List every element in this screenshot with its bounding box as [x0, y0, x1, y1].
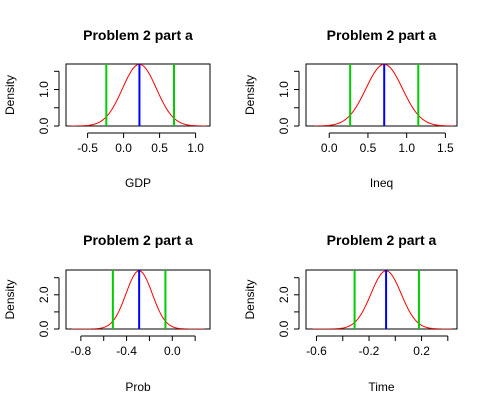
- y-axis-title: Density: [3, 75, 17, 115]
- panel-1: Problem 2 part a -0.5 0.0 0.5 1.0 0.0 1.0 GDP De…: [3, 27, 211, 190]
- x-axis-title: Ineq: [370, 176, 393, 190]
- density-curve: [69, 64, 207, 126]
- panel-title: Problem 2 part a: [83, 232, 193, 248]
- y-axis-title: Density: [243, 75, 257, 115]
- x-tick-label: -0.4: [116, 344, 137, 358]
- plot-region: [315, 64, 454, 126]
- x-axis-title: GDP: [125, 176, 151, 190]
- y-tick-label: 2.0: [37, 286, 51, 303]
- x-tick-label: -0.2: [359, 344, 380, 358]
- x-axis-title: Prob: [125, 380, 151, 394]
- x-tick-label: 0.0: [115, 141, 132, 155]
- panel-3: Problem 2 part a -0.8 -0.4 0.0 0.0 2.0 Prob Den…: [3, 232, 211, 394]
- plot-region: [312, 270, 452, 329]
- x-tick-label: 1.0: [398, 141, 415, 155]
- x-tick-label: 1.5: [437, 141, 454, 155]
- plot-frame: [65, 269, 211, 330]
- panel-title: Problem 2 part a: [327, 232, 437, 248]
- y-tick-label: 1.0: [277, 81, 291, 98]
- x-tick-label: 0.0: [164, 344, 181, 358]
- density-curve: [71, 270, 205, 329]
- y-axis-title: Density: [243, 279, 257, 319]
- plot-region: [69, 64, 207, 126]
- panel-title: Problem 2 part a: [83, 27, 193, 43]
- y-axis-title: Density: [3, 279, 17, 319]
- y-tick-label: 2.0: [277, 286, 291, 303]
- plot-frame: [65, 63, 211, 127]
- x-tick-label: -0.5: [77, 141, 98, 155]
- x-tick-label: -0.8: [71, 344, 92, 358]
- x-axis-title: Time: [368, 380, 395, 394]
- y-tick-label: 0.0: [37, 320, 51, 337]
- y-tick-label: 0.0: [277, 117, 291, 134]
- x-tick-label: 1.0: [187, 141, 204, 155]
- y-tick-label: 1.0: [37, 81, 51, 98]
- plot-frame: [305, 269, 458, 330]
- y-tick-label: 0.0: [277, 320, 291, 337]
- plot-region: [71, 270, 205, 329]
- panel-4: Problem 2 part a -0.6 -0.2 0.2 0.0 2.0 Time Den…: [243, 232, 458, 394]
- y-tick-label: 0.0: [37, 117, 51, 134]
- density-curve: [312, 270, 452, 329]
- x-tick-label: 0.5: [151, 141, 168, 155]
- x-tick-label: 0.2: [413, 344, 430, 358]
- panel-title: Problem 2 part a: [327, 27, 437, 43]
- plot-frame: [305, 63, 458, 127]
- x-tick-label: -0.6: [306, 344, 327, 358]
- panel-2: Problem 2 part a 0.0 0.5 1.0 1.5 0.0 1.0 Ineq De…: [243, 27, 458, 190]
- x-tick-label: 0.0: [321, 141, 338, 155]
- x-tick-label: 0.5: [360, 141, 377, 155]
